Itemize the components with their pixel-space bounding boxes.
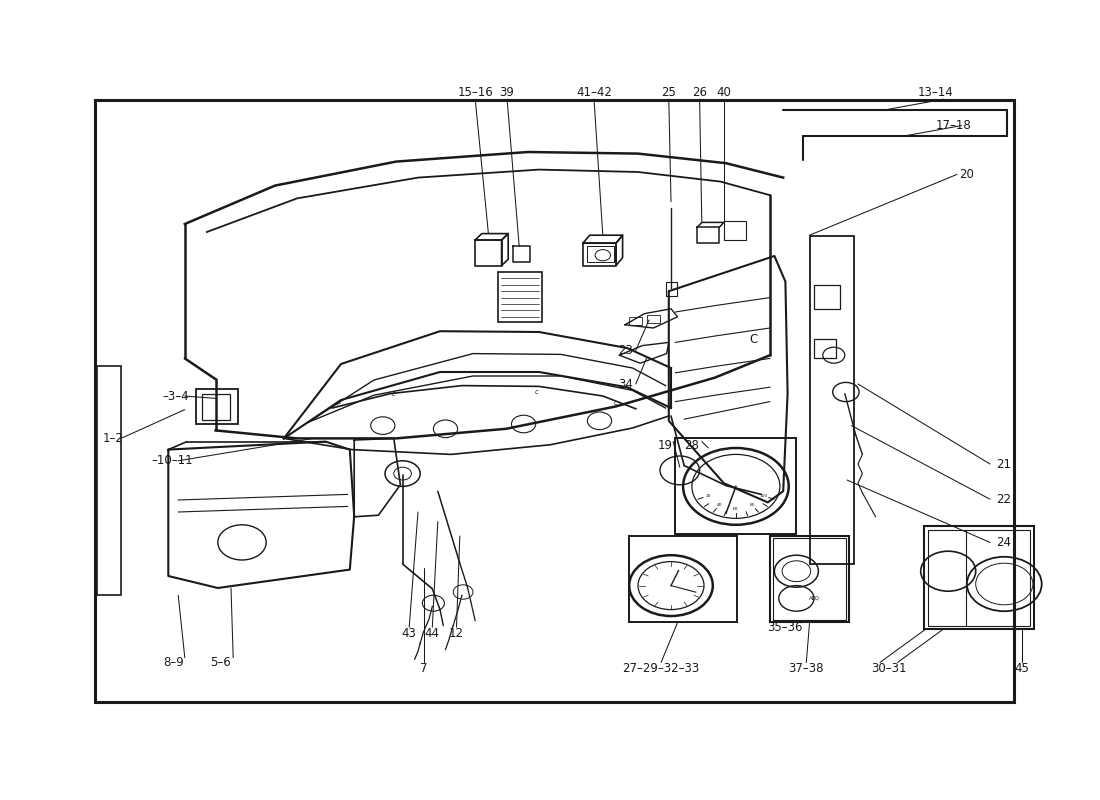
Text: 20: 20 <box>705 494 711 498</box>
Text: 22: 22 <box>997 493 1012 506</box>
Text: 20: 20 <box>959 168 975 181</box>
Text: 35–36: 35–36 <box>768 621 803 634</box>
Bar <box>97 366 121 595</box>
Text: 13–14: 13–14 <box>917 86 954 99</box>
Text: –3–4: –3–4 <box>163 390 189 402</box>
Text: 1–2: 1–2 <box>102 432 123 445</box>
Bar <box>810 236 854 564</box>
Text: 8–9: 8–9 <box>163 656 184 669</box>
Text: 24: 24 <box>997 536 1012 549</box>
Text: 34: 34 <box>618 378 634 390</box>
Text: 26: 26 <box>692 86 707 99</box>
Bar <box>814 339 836 358</box>
Text: 45: 45 <box>1014 662 1030 674</box>
Text: 21: 21 <box>997 458 1012 470</box>
Text: 12: 12 <box>449 627 464 640</box>
Bar <box>647 315 660 323</box>
Text: 39: 39 <box>499 86 515 99</box>
Bar <box>675 438 796 534</box>
Text: 30–31: 30–31 <box>871 662 906 674</box>
Text: 15–16: 15–16 <box>458 86 493 99</box>
Text: c: c <box>392 390 396 397</box>
Bar <box>928 530 1030 626</box>
Text: c: c <box>337 402 341 408</box>
Text: 40: 40 <box>716 503 722 507</box>
Text: 41–42: 41–42 <box>576 86 612 99</box>
Bar <box>202 394 230 420</box>
Text: 19: 19 <box>658 439 673 452</box>
Bar <box>770 536 849 622</box>
Text: 60: 60 <box>734 507 739 511</box>
Bar <box>587 246 614 262</box>
Bar <box>196 389 238 424</box>
Text: C: C <box>749 333 758 346</box>
Bar <box>629 536 737 622</box>
Text: 27–29–32–33: 27–29–32–33 <box>623 662 700 674</box>
Bar <box>724 221 746 240</box>
Text: 100: 100 <box>760 494 768 498</box>
Bar <box>924 526 1034 629</box>
Bar <box>629 317 642 325</box>
Text: 44: 44 <box>425 627 440 640</box>
Text: 43: 43 <box>402 627 417 640</box>
Text: c: c <box>535 389 539 395</box>
Text: 25: 25 <box>661 86 676 99</box>
Bar <box>666 282 676 296</box>
Bar <box>498 272 542 322</box>
Text: 7: 7 <box>420 662 427 674</box>
Bar <box>814 285 840 309</box>
Text: 17–18: 17–18 <box>935 119 971 132</box>
Text: 80: 80 <box>750 503 756 507</box>
Text: AEQ: AEQ <box>808 596 820 601</box>
Text: 40: 40 <box>716 86 732 99</box>
Bar <box>95 100 1014 702</box>
Text: –10–11: –10–11 <box>152 454 194 467</box>
Text: c: c <box>614 400 618 406</box>
Text: 28: 28 <box>684 439 700 452</box>
Text: 37–38: 37–38 <box>789 662 824 674</box>
Text: 5–6: 5–6 <box>210 656 231 669</box>
Text: 23: 23 <box>618 344 634 357</box>
Bar <box>773 538 846 620</box>
